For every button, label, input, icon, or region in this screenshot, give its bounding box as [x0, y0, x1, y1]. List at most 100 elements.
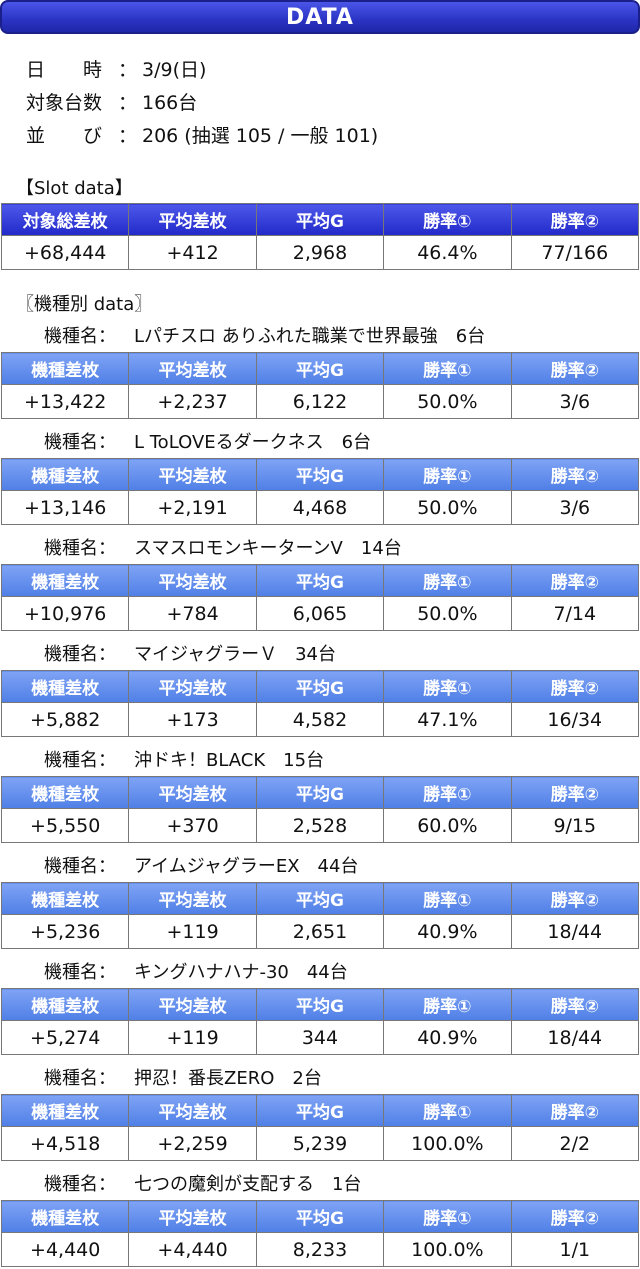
model-name: 押忍！番長ZERO 2台: [134, 1068, 322, 1089]
table-cell: +173: [128, 702, 257, 737]
model-name: 七つの魔剣が支配する 1台: [134, 1174, 362, 1195]
model-name-label: 機種名：: [44, 538, 116, 559]
table-cell: +5,274: [0, 1020, 130, 1055]
table-cell: 77/166: [510, 235, 640, 270]
model-data-table: 機種差枚 平均差枚 平均G 勝率① 勝率② +4,518 +2,259 5,239 100.0%…: [0, 1094, 640, 1161]
table-row: +10,976 +784 6,065 50.0% 7/14: [0, 596, 640, 631]
column-header: 勝率①: [383, 1094, 512, 1127]
table-cell: 3/6: [510, 384, 640, 419]
column-header: 機種差枚: [0, 988, 130, 1021]
column-header: 勝率②: [510, 1094, 640, 1127]
column-header: 対象総差枚: [0, 203, 130, 236]
model-name: L ToLOVEるダークネス 6台: [134, 432, 372, 453]
model-data-heading: 〖機種別 data〗: [16, 294, 153, 315]
model-name-line: 機種名： スマスロモンキーターンV 14台: [44, 534, 402, 560]
table-row: +5,274 +119 344 40.9% 18/44: [0, 1020, 640, 1055]
model-name-label: 機種名：: [44, 1174, 116, 1195]
model-name-label: 機種名：: [44, 856, 116, 877]
table-cell: 2/2: [510, 1126, 640, 1161]
table-cell: 8,233: [255, 1232, 385, 1267]
table-cell: 40.9%: [383, 1020, 512, 1055]
table-cell: +370: [128, 808, 257, 843]
column-header: 機種差枚: [0, 1200, 130, 1233]
table-row: +4,440 +4,440 8,233 100.0% 1/1: [0, 1232, 640, 1267]
table-cell: +13,422: [0, 384, 130, 419]
table-cell: 1/1: [510, 1232, 640, 1267]
table-cell: +5,882: [0, 702, 130, 737]
column-header: 機種差枚: [0, 776, 130, 809]
table-cell: +412: [128, 235, 257, 270]
model-name: スマスロモンキーターンV 14台: [134, 538, 402, 559]
table-cell: +119: [128, 914, 257, 949]
column-header: 平均G: [255, 564, 385, 597]
info-separator: ：: [118, 125, 138, 147]
model-name-label: 機種名：: [44, 432, 116, 453]
column-header: 平均差枚: [128, 458, 257, 491]
model-name: Lパチスロ ありふれた職業で世界最強 6台: [134, 326, 486, 347]
column-header: 勝率①: [383, 352, 512, 385]
table-header-row: 機種差枚 平均差枚 平均G 勝率① 勝率②: [0, 458, 640, 491]
slot-data-heading: 【Slot data】: [16, 178, 133, 199]
model-name-line: 機種名： 押忍！番長ZERO 2台: [44, 1064, 322, 1090]
model-name-label: 機種名：: [44, 326, 116, 347]
table-row: +13,422 +2,237 6,122 50.0% 3/6: [0, 384, 640, 419]
table-cell: 2,968: [255, 235, 385, 270]
column-header: 平均G: [255, 352, 385, 385]
table-header-row: 機種差枚 平均差枚 平均G 勝率① 勝率②: [0, 1094, 640, 1127]
model-data-table: 機種差枚 平均差枚 平均G 勝率① 勝率② +4,440 +4,440 8,233 100.0%…: [0, 1200, 640, 1267]
model-name: マイジャグラーＶ 34台: [134, 644, 337, 665]
table-cell: +2,191: [128, 490, 257, 525]
column-header: 勝率②: [510, 458, 640, 491]
model-name-line: 機種名： アイムジャグラーEX 44台: [44, 852, 358, 878]
column-header: 平均差枚: [128, 776, 257, 809]
column-header: 平均差枚: [128, 352, 257, 385]
column-header: 勝率②: [510, 776, 640, 809]
table-cell: +4,440: [128, 1232, 257, 1267]
info-label: 対象台数: [26, 92, 103, 114]
table-header-row: 機種差枚 平均差枚 平均G 勝率① 勝率②: [0, 988, 640, 1021]
table-cell: 50.0%: [383, 596, 512, 631]
model-name-label: 機種名：: [44, 750, 116, 771]
table-cell: +5,550: [0, 808, 130, 843]
column-header: 平均G: [255, 1200, 385, 1233]
table-cell: 100.0%: [383, 1232, 512, 1267]
table-cell: +4,518: [0, 1126, 130, 1161]
table-cell: 5,239: [255, 1126, 385, 1161]
info-block: 日 時 ： 3/9(日) 対象台数 ： 166台 並 び ： 206 (抽選 1…: [26, 52, 378, 151]
column-header: 平均G: [255, 670, 385, 703]
table-cell: +2,259: [128, 1126, 257, 1161]
column-header: 機種差枚: [0, 564, 130, 597]
table-cell: +784: [128, 596, 257, 631]
table-cell: +10,976: [0, 596, 130, 631]
column-header: 平均G: [255, 203, 385, 236]
table-cell: 100.0%: [383, 1126, 512, 1161]
column-header: 平均G: [255, 776, 385, 809]
info-label: 日 時: [26, 59, 103, 81]
column-header: 勝率②: [510, 670, 640, 703]
column-header: 平均差枚: [128, 1094, 257, 1127]
model-data-table: 機種差枚 平均差枚 平均G 勝率① 勝率② +5,550 +370 2,528 60.0% 9/1…: [0, 776, 640, 843]
table-cell: 7/14: [510, 596, 640, 631]
table-cell: 9/15: [510, 808, 640, 843]
table-header-row: 機種差枚 平均差枚 平均G 勝率① 勝率②: [0, 882, 640, 915]
column-header: 平均差枚: [128, 882, 257, 915]
table-cell: 6,065: [255, 596, 385, 631]
table-cell: 4,468: [255, 490, 385, 525]
table-cell: 3/6: [510, 490, 640, 525]
model-name-line: 機種名： 七つの魔剣が支配する 1台: [44, 1170, 361, 1196]
column-header: 機種差枚: [0, 882, 130, 915]
table-cell: 6,122: [255, 384, 385, 419]
column-header: 平均G: [255, 988, 385, 1021]
info-row-queue: 並 び ： 206 (抽選 105 / 一般 101): [26, 118, 378, 151]
table-cell: 344: [255, 1020, 385, 1055]
table-cell: +4,440: [0, 1232, 130, 1267]
model-name: アイムジャグラーEX 44台: [134, 856, 359, 877]
table-cell: 2,651: [255, 914, 385, 949]
table-cell: +68,444: [0, 235, 130, 270]
table-cell: 18/44: [510, 1020, 640, 1055]
model-data-table: 機種差枚 平均差枚 平均G 勝率① 勝率② +13,146 +2,191 4,468 50.0%…: [0, 458, 640, 525]
table-cell: +5,236: [0, 914, 130, 949]
info-separator: ：: [118, 59, 138, 81]
column-header: 勝率①: [383, 882, 512, 915]
column-header: 平均差枚: [128, 988, 257, 1021]
